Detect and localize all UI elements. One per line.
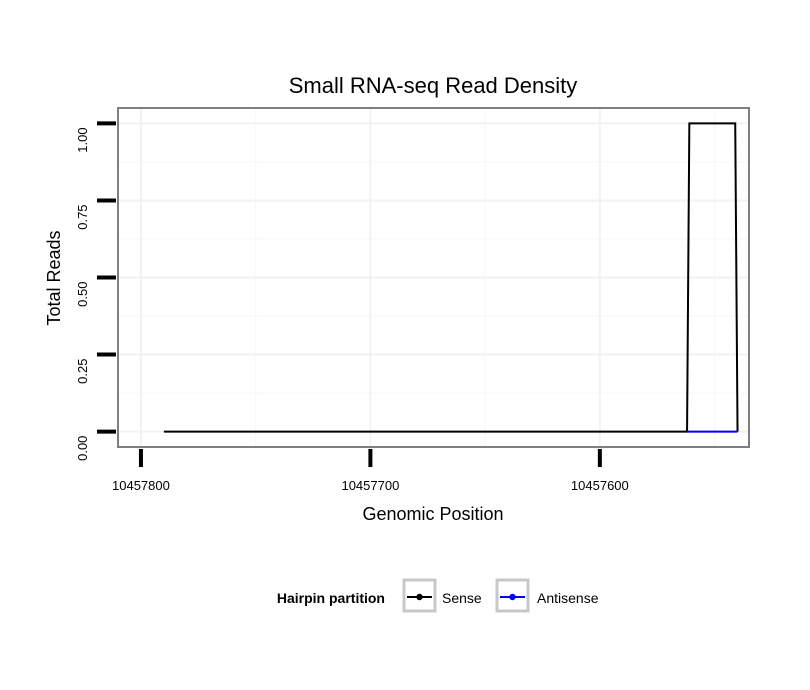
x-tick-label-1: 10457700 <box>341 478 399 493</box>
x-tick-label-2: 10457600 <box>571 478 629 493</box>
legend-key-sense-point <box>416 593 423 601</box>
y-axis-title: Total Reads <box>44 230 64 325</box>
legend-label-antisense: Antisense <box>537 590 599 606</box>
y-tick-label-2: 0.50 <box>75 282 90 307</box>
series-line-sense <box>163 122 739 433</box>
legend-key-sense-box <box>402 578 437 613</box>
y-tick-label-4: 1.00 <box>75 127 90 152</box>
series-lines <box>163 122 739 433</box>
y-tick-label-1: 0.25 <box>75 359 90 384</box>
legend-title: Hairpin partition <box>277 590 385 606</box>
legend: Hairpin partition Sense Antisense <box>277 578 599 613</box>
legend-key-antisense-point <box>509 593 516 601</box>
y-tick-label-3: 0.75 <box>75 204 90 229</box>
y-axis: 0.00 0.25 0.50 0.75 1.00 <box>75 121 116 461</box>
grid-lines <box>118 108 749 447</box>
x-axis: 10457800 10457700 10457600 <box>112 449 629 493</box>
y-tick-label-0: 0.00 <box>75 436 90 461</box>
plot-panel <box>117 107 750 448</box>
chart-title: Small RNA-seq Read Density <box>289 73 578 98</box>
x-tick-label-0: 10457800 <box>112 478 170 493</box>
legend-label-sense: Sense <box>442 590 482 606</box>
x-axis-title: Genomic Position <box>362 504 503 524</box>
